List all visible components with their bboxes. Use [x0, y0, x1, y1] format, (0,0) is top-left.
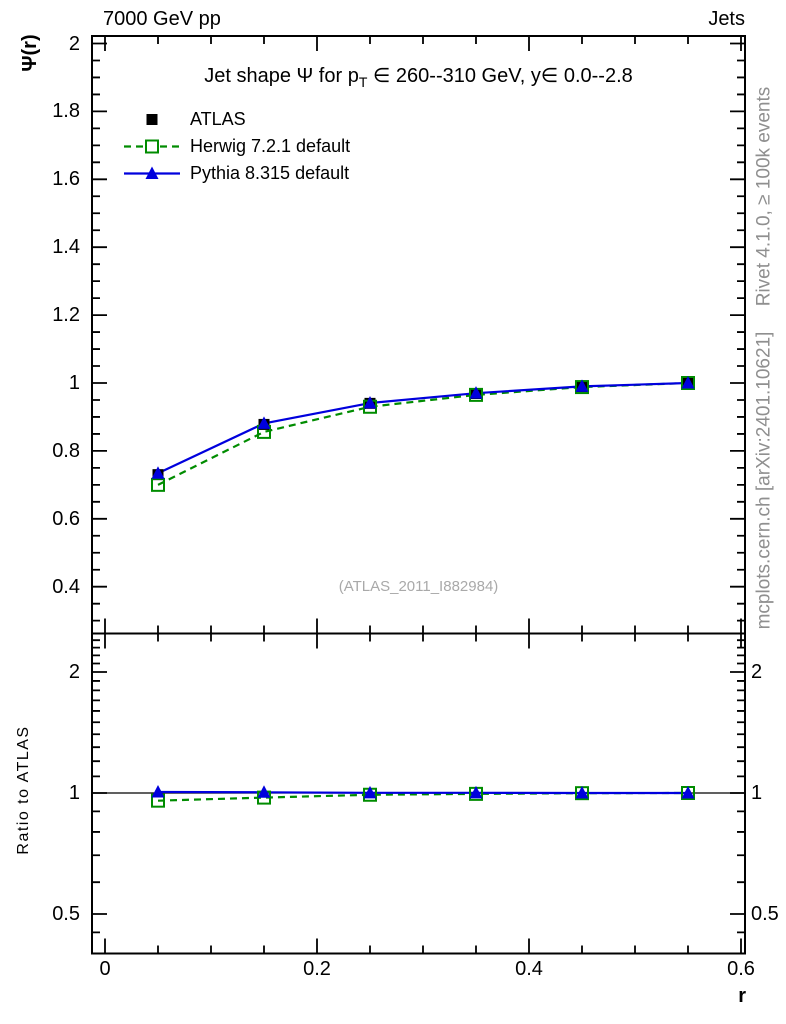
legend-marker-glyph: [146, 114, 158, 125]
pythia-ratio-point: [469, 785, 483, 799]
process-group-label: Jets: [708, 8, 745, 30]
mcplots-arxiv-note: mcplots.cern.ch [arXiv:2401.10621]: [753, 331, 775, 630]
legend-marker-filled-triangle-icon: [112, 160, 190, 187]
legend-item-atlas: ATLAS: [112, 106, 350, 133]
beam-energy-label: 7000 GeV pp: [103, 8, 221, 30]
legend-item-pythia: Pythia 8.315 default: [112, 160, 350, 187]
ratio-y-tick-label-right: 0.5: [751, 903, 779, 925]
ratio-y-tick-label-right: 2: [751, 661, 763, 683]
axis-ticks: [92, 36, 745, 954]
ratio-y-tick-label-left: 1: [68, 782, 80, 804]
pythia-data-point: [151, 466, 165, 479]
legend-item-herwig: Herwig 7.2.1 default: [112, 133, 350, 160]
ratio-y-tick-label-left: 2: [68, 661, 80, 683]
pythia-ratio-point: [681, 786, 695, 799]
main-y-tick-label: 1.4: [52, 236, 80, 259]
legend-label-pythia: Pythia 8.315 default: [190, 163, 350, 183]
main-y-tick-label: 0.4: [52, 575, 80, 598]
main-y-tick-label: 1: [68, 372, 80, 394]
legend-marker-glyph: [124, 166, 180, 179]
main-y-tick-label: 0.6: [52, 507, 80, 530]
x-tick-label: 0: [99, 958, 111, 980]
legend: ATLAS Herwig 7.2.1 default Pythia 8.315 …: [112, 106, 350, 187]
legend-marker-filled-square-icon: [112, 106, 190, 133]
x-tick-label: 0.4: [515, 958, 543, 980]
plot-title: Jet shape Ψ for pT ∈ 260--310 GeV, y∈ 0.…: [92, 63, 745, 90]
main-y-tick-label: 0.8: [52, 439, 80, 462]
main-y-tick-label: 1.2: [52, 304, 80, 327]
analysis-id-watermark: (ATLAS_2011_I882984): [338, 578, 499, 595]
main-y-tick-label: 1.6: [52, 168, 80, 191]
pythia-data-point: [469, 386, 483, 399]
pythia-ratio-point: [151, 784, 165, 798]
ratio-y-tick-label-right: 1: [751, 782, 763, 804]
herwig-line-ratio: [157, 791, 689, 802]
x-tick-label: 0.2: [303, 958, 331, 980]
plot-title-subscript: T: [358, 74, 368, 90]
x-axis-title: r: [738, 985, 746, 1007]
main-y-tick-label: 2: [68, 32, 80, 55]
legend-label-herwig: Herwig 7.2.1 default: [190, 136, 351, 156]
pythia-line-ratio: [157, 790, 688, 795]
legend-marker-open-square-icon: [112, 133, 190, 160]
legend-label-atlas: ATLAS: [190, 109, 246, 129]
plot-title-pre: Jet shape Ψ for p: [204, 65, 359, 87]
pythia-data-point: [575, 379, 589, 392]
main-y-tick-label: 1.8: [52, 100, 80, 123]
plot-title-post: ∈ 260--310 GeV, y∈ 0.0--2.8: [367, 65, 633, 87]
ratio-y-tick-label-left: 0.5: [52, 903, 80, 925]
herwig-data-point: [151, 477, 165, 492]
pythia-data-point: [681, 376, 695, 389]
pythia-ratio-point: [575, 786, 589, 799]
x-tick-label: 0.6: [727, 958, 755, 980]
pythia-ratio-point: [257, 785, 271, 798]
pythia-data-point: [363, 396, 377, 409]
pythia-ratio-point: [363, 785, 377, 799]
pythia-data-point: [257, 416, 271, 429]
pythia-line-main: [157, 381, 689, 475]
legend-marker-glyph: [124, 139, 180, 154]
